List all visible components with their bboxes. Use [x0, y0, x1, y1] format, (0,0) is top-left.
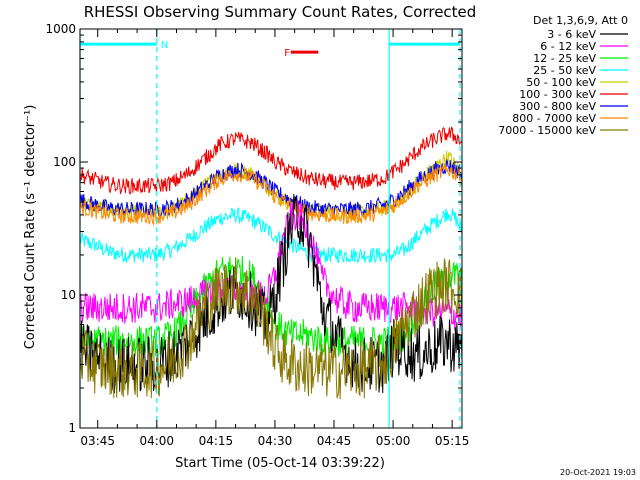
- series-line-1: [79, 199, 463, 331]
- y-tick-label-1: 10: [61, 288, 76, 302]
- series-line-8: [79, 257, 463, 400]
- y-tick-label-2: 100: [53, 155, 76, 169]
- chart-title: RHESSI Observing Summary Count Rates, Co…: [84, 3, 477, 21]
- x-tick-label-1: 04:00: [139, 434, 174, 448]
- legend-label-0: 3 - 6 keV: [547, 28, 596, 41]
- x-tick-label-2: 04:15: [199, 434, 234, 448]
- y-tick-label-0: 1: [68, 421, 76, 435]
- series-line-7: [79, 163, 463, 227]
- x-tick-label-0: 03:45: [80, 434, 115, 448]
- footer-timestamp: 20-Oct-2021 19:03: [560, 468, 636, 477]
- y-axis-label: Corrected Count Rate (s⁻¹ detector⁻¹): [23, 105, 38, 350]
- legend-label-1: 6 - 12 keV: [540, 40, 596, 53]
- x-tick-label-5: 05:00: [376, 434, 411, 448]
- legend-label-8: 7000 - 15000 keV: [498, 124, 596, 137]
- legend-label-3: 25 - 50 keV: [533, 64, 596, 77]
- series-line-6: [79, 158, 463, 218]
- x-axis-label: Start Time (05-Oct-14 03:39:22): [175, 456, 385, 471]
- legend-label-7: 800 - 7000 keV: [512, 112, 596, 125]
- legend-label-2: 12 - 25 keV: [533, 52, 596, 65]
- series-line-3: [79, 207, 463, 264]
- x-tick-label-3: 04:30: [258, 434, 293, 448]
- y-tick-label-3: 1000: [45, 22, 76, 36]
- legend-label-5: 100 - 300 keV: [519, 88, 596, 101]
- annotation-label-1: F: [284, 48, 290, 59]
- x-tick-label-6: 05:15: [435, 434, 470, 448]
- legend-label-4: 50 - 100 keV: [526, 76, 596, 89]
- series-line-0: [79, 194, 463, 394]
- legend-header: Det 1,3,6,9, Att 0: [533, 14, 628, 27]
- x-tick-label-4: 04:45: [317, 434, 352, 448]
- series-line-5: [79, 126, 463, 195]
- legend-label-6: 300 - 800 keV: [519, 100, 596, 113]
- annotation-label-0: N: [161, 40, 168, 51]
- series-line-4: [79, 150, 463, 222]
- plot-frame: [79, 28, 463, 429]
- axes: 1 10 100 1000 03:45 04:00 04:15 04:30 04:45 05:00…: [45, 22, 469, 448]
- plot-area: NF: [79, 29, 463, 428]
